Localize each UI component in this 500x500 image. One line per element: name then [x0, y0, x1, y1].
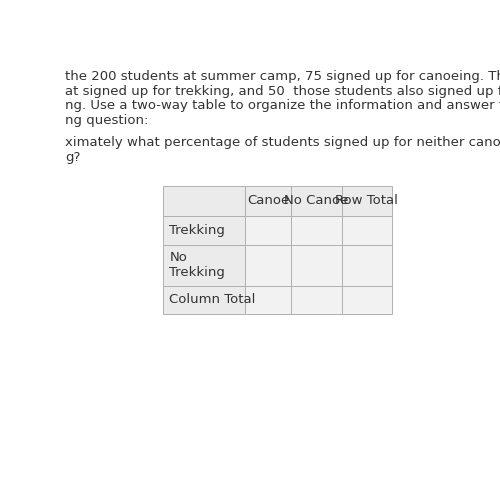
Bar — [342, 216, 392, 245]
Bar — [291, 216, 342, 245]
Text: g?: g? — [65, 151, 80, 164]
Text: ng. Use a two-way table to organize the information and answer the: ng. Use a two-way table to organize the … — [65, 100, 500, 112]
Text: Trekking: Trekking — [170, 224, 226, 237]
Text: No
Trekking: No Trekking — [170, 251, 226, 279]
Bar — [291, 245, 342, 286]
Bar — [244, 245, 291, 286]
Text: Row Total: Row Total — [335, 194, 398, 207]
Text: No Canoe: No Canoe — [284, 194, 348, 207]
Bar — [163, 216, 244, 245]
Bar — [163, 186, 244, 216]
Bar — [291, 186, 342, 216]
Text: Canoe: Canoe — [247, 194, 289, 207]
Bar — [342, 245, 392, 286]
Text: ng question:: ng question: — [65, 114, 148, 127]
Bar — [244, 286, 291, 314]
Bar — [163, 286, 244, 314]
Text: Column Total: Column Total — [170, 294, 256, 306]
Bar — [163, 245, 244, 286]
Bar — [244, 216, 291, 245]
Bar — [291, 286, 342, 314]
Text: the 200 students at summer camp, 75 signed up for canoeing. There w: the 200 students at summer camp, 75 sign… — [65, 70, 500, 83]
Bar — [342, 186, 392, 216]
Text: ximately what percentage of students signed up for neither canoeing or: ximately what percentage of students sig… — [65, 136, 500, 149]
Bar — [244, 186, 291, 216]
Text: at signed up for trekking, and 50  those students also signed up for: at signed up for trekking, and 50 those … — [65, 84, 500, 98]
Bar — [342, 286, 392, 314]
